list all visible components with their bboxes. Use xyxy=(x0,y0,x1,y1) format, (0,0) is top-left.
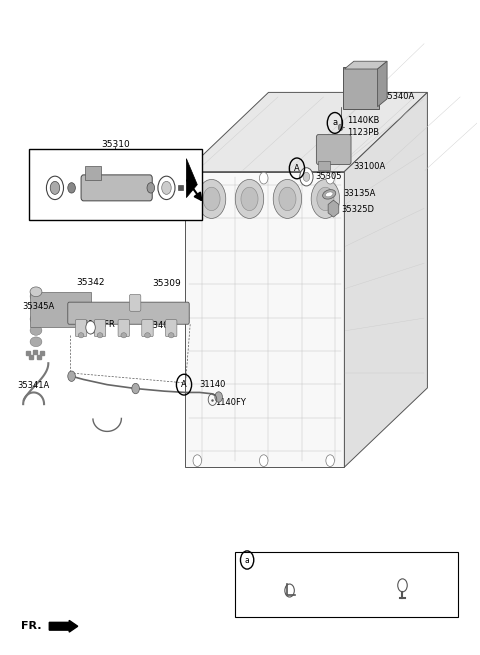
Ellipse shape xyxy=(168,333,174,338)
Text: 31140: 31140 xyxy=(200,379,226,388)
Circle shape xyxy=(279,187,296,211)
Polygon shape xyxy=(186,159,197,198)
Text: a: a xyxy=(245,555,250,565)
Text: A: A xyxy=(181,380,187,389)
FancyBboxPatch shape xyxy=(85,166,101,180)
Text: 35325D: 35325D xyxy=(342,206,374,214)
Text: 1140KB: 1140KB xyxy=(347,117,379,126)
Circle shape xyxy=(68,183,75,193)
Text: A: A xyxy=(294,164,300,173)
Circle shape xyxy=(193,172,202,184)
Text: 35305: 35305 xyxy=(315,172,341,181)
FancyBboxPatch shape xyxy=(142,320,153,337)
FancyBboxPatch shape xyxy=(130,294,141,311)
Text: 1140FR: 1140FR xyxy=(84,320,115,329)
Polygon shape xyxy=(185,172,344,467)
Ellipse shape xyxy=(30,303,42,312)
Text: 35312A: 35312A xyxy=(31,155,63,164)
Circle shape xyxy=(47,176,63,200)
FancyBboxPatch shape xyxy=(118,320,130,337)
Text: a: a xyxy=(332,119,337,128)
Circle shape xyxy=(326,172,335,184)
Ellipse shape xyxy=(30,337,42,346)
Ellipse shape xyxy=(30,287,42,297)
Text: 35341A: 35341A xyxy=(17,381,49,390)
Text: 35342: 35342 xyxy=(76,278,105,286)
Circle shape xyxy=(203,187,220,211)
Circle shape xyxy=(193,455,202,466)
Circle shape xyxy=(158,176,175,200)
Ellipse shape xyxy=(30,326,42,335)
Polygon shape xyxy=(344,61,387,69)
Ellipse shape xyxy=(144,333,150,338)
Text: 35309: 35309 xyxy=(152,279,181,288)
Text: 35310: 35310 xyxy=(101,140,130,149)
FancyBboxPatch shape xyxy=(81,175,152,201)
Text: 33100A: 33100A xyxy=(353,162,385,171)
Ellipse shape xyxy=(97,333,103,338)
Ellipse shape xyxy=(325,192,333,196)
Circle shape xyxy=(303,172,310,181)
Ellipse shape xyxy=(323,189,336,199)
Bar xyxy=(29,149,202,220)
FancyBboxPatch shape xyxy=(343,67,379,109)
Text: 1123PB: 1123PB xyxy=(347,128,379,137)
FancyBboxPatch shape xyxy=(95,320,106,337)
Bar xyxy=(179,185,183,191)
Text: 35312J: 35312J xyxy=(48,209,77,217)
Text: 35340A: 35340A xyxy=(383,92,415,102)
Text: 33815E: 33815E xyxy=(140,157,172,166)
Circle shape xyxy=(317,187,334,211)
Circle shape xyxy=(300,168,313,186)
FancyArrow shape xyxy=(49,620,78,632)
Polygon shape xyxy=(344,92,427,467)
Circle shape xyxy=(235,179,264,218)
Bar xyxy=(235,552,458,616)
Circle shape xyxy=(260,455,268,466)
Polygon shape xyxy=(378,61,387,107)
Ellipse shape xyxy=(30,314,42,324)
Bar xyxy=(318,160,330,170)
Circle shape xyxy=(68,371,75,381)
FancyBboxPatch shape xyxy=(68,302,189,324)
Text: 1140FY: 1140FY xyxy=(216,398,246,407)
Bar xyxy=(30,291,91,328)
Circle shape xyxy=(273,179,301,218)
Circle shape xyxy=(311,179,340,218)
Text: 35340C: 35340C xyxy=(143,321,175,330)
Circle shape xyxy=(162,181,171,195)
Circle shape xyxy=(86,321,96,334)
Circle shape xyxy=(132,383,139,394)
Ellipse shape xyxy=(78,333,84,338)
Polygon shape xyxy=(185,92,427,172)
Circle shape xyxy=(50,181,60,195)
Text: 33135A: 33135A xyxy=(343,189,376,198)
Text: FR.: FR. xyxy=(21,621,41,631)
Circle shape xyxy=(147,183,155,193)
Circle shape xyxy=(241,187,258,211)
Text: 1140FD: 1140FD xyxy=(359,555,391,565)
Text: 35312H: 35312H xyxy=(129,209,161,217)
Ellipse shape xyxy=(121,333,127,338)
Text: 31337F: 31337F xyxy=(258,555,289,565)
Circle shape xyxy=(215,392,222,402)
FancyBboxPatch shape xyxy=(316,135,351,164)
Ellipse shape xyxy=(30,291,42,301)
FancyBboxPatch shape xyxy=(166,320,177,337)
Text: 35345A: 35345A xyxy=(23,301,55,310)
Circle shape xyxy=(338,124,343,131)
Circle shape xyxy=(326,455,335,466)
Circle shape xyxy=(197,179,226,218)
Circle shape xyxy=(260,172,268,184)
FancyBboxPatch shape xyxy=(75,320,87,337)
